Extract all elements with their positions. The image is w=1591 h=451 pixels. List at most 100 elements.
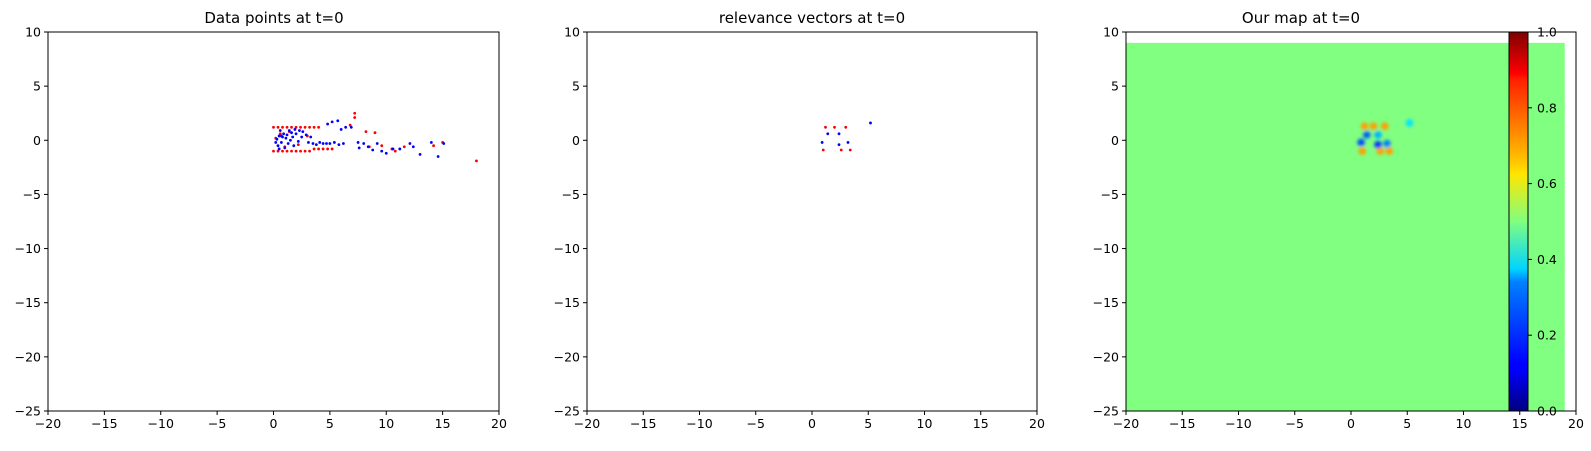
x-tick-label: 0	[1347, 416, 1355, 431]
chart-title: Our map at t=0	[1242, 9, 1360, 27]
data-point	[821, 148, 825, 152]
x-tick-label: 20	[1029, 416, 1045, 431]
x-tick-label: 10	[917, 416, 933, 431]
data-point	[837, 132, 841, 136]
data-point	[282, 132, 286, 136]
data-point	[276, 144, 280, 148]
panel-data-points: Data points at t=0 −20 −15 −10 −5 0 5 10 15 20 10…	[15, 9, 507, 431]
data-point	[312, 125, 316, 129]
data-point	[318, 141, 322, 144]
data-point	[275, 137, 279, 141]
x-tick-label: −10	[1225, 416, 1251, 431]
data-point	[332, 141, 336, 144]
data-point	[294, 149, 298, 153]
plot-area	[272, 111, 478, 163]
data-point	[353, 116, 357, 119]
heatmap-blob	[1360, 122, 1369, 131]
data-point	[314, 143, 318, 147]
data-point	[294, 125, 298, 129]
data-point	[349, 125, 353, 129]
data-point	[436, 155, 440, 158]
colorbar-tick-label: 0.8	[1537, 100, 1557, 115]
data-point	[272, 149, 275, 153]
y-tick-label: 0	[572, 133, 580, 148]
data-point	[429, 141, 433, 144]
y-tick-label: −25	[1093, 404, 1119, 419]
data-point	[325, 142, 328, 145]
data-point	[848, 148, 852, 152]
data-point	[308, 149, 311, 153]
chart-title: relevance vectors at t=0	[719, 9, 905, 27]
data-point	[303, 149, 307, 153]
y-tick-label: −25	[554, 404, 580, 419]
data-point	[300, 135, 304, 139]
panel-our-map: Our map at t=0 −20 −15 −10 −5 0 5 10 15 20 10 5 0 −5…	[1093, 9, 1584, 431]
data-point	[337, 143, 341, 147]
data-point	[366, 145, 370, 149]
x-tick-label: −5	[747, 416, 765, 431]
data-point	[328, 142, 332, 145]
data-point	[364, 130, 368, 134]
data-point	[357, 146, 361, 150]
heatmap-blob	[1376, 147, 1385, 155]
data-point	[307, 141, 310, 144]
data-point	[290, 149, 293, 153]
x-tick-label: −20	[35, 416, 61, 431]
data-point	[289, 138, 292, 142]
data-point	[277, 147, 281, 151]
heatmap-blob	[1362, 131, 1371, 139]
data-point	[353, 111, 357, 115]
data-point	[285, 149, 289, 153]
x-tick-label: −15	[1169, 416, 1195, 431]
data-point	[293, 128, 297, 131]
y-tick-label: −20	[554, 349, 580, 364]
data-point	[290, 125, 293, 129]
y-tick-label: −15	[15, 295, 41, 310]
data-point	[274, 141, 278, 144]
y-tick-label: −10	[1093, 241, 1119, 256]
x-tick-label: 15	[973, 416, 989, 431]
y-tick-label: 10	[1103, 25, 1119, 40]
x-tick-label: 5	[864, 416, 872, 431]
data-point	[384, 151, 388, 155]
data-point	[326, 147, 330, 151]
colorbar-tick-label: 0.4	[1537, 252, 1557, 267]
data-point	[292, 144, 296, 148]
data-point	[296, 139, 300, 143]
y-tick-label: −25	[15, 404, 41, 419]
data-point	[287, 129, 291, 132]
x-tick-label: −10	[148, 416, 174, 431]
data-point	[330, 120, 334, 124]
x-tick-label: −20	[1113, 416, 1139, 431]
x-tick-label: −10	[686, 416, 712, 431]
data-point	[442, 142, 446, 145]
data-point	[371, 148, 375, 152]
data-point	[844, 125, 848, 129]
data-point	[837, 143, 841, 147]
data-point	[373, 131, 377, 135]
axes-frame	[47, 31, 500, 412]
y-tick-label: −15	[1093, 295, 1119, 310]
heatmap-blob	[1369, 122, 1378, 131]
data-point	[317, 125, 320, 129]
data-point	[312, 147, 316, 151]
data-point	[432, 144, 436, 148]
data-point	[391, 147, 395, 151]
data-point	[303, 125, 307, 129]
colorbar-tick-label: 0.0	[1537, 404, 1557, 419]
data-point	[285, 133, 289, 137]
data-point	[393, 149, 397, 153]
data-point	[408, 142, 412, 145]
data-point	[299, 149, 302, 153]
x-tick-label: −15	[91, 416, 117, 431]
heatmap-blob	[1374, 131, 1382, 139]
data-point	[826, 132, 830, 136]
x-tick-label: 0	[270, 416, 278, 431]
data-point	[330, 147, 334, 151]
heatmap-blob	[1383, 139, 1391, 148]
y-tick-label: −5	[562, 187, 580, 202]
data-point	[283, 146, 287, 150]
colorbar-tick-label: 0.2	[1537, 328, 1557, 343]
